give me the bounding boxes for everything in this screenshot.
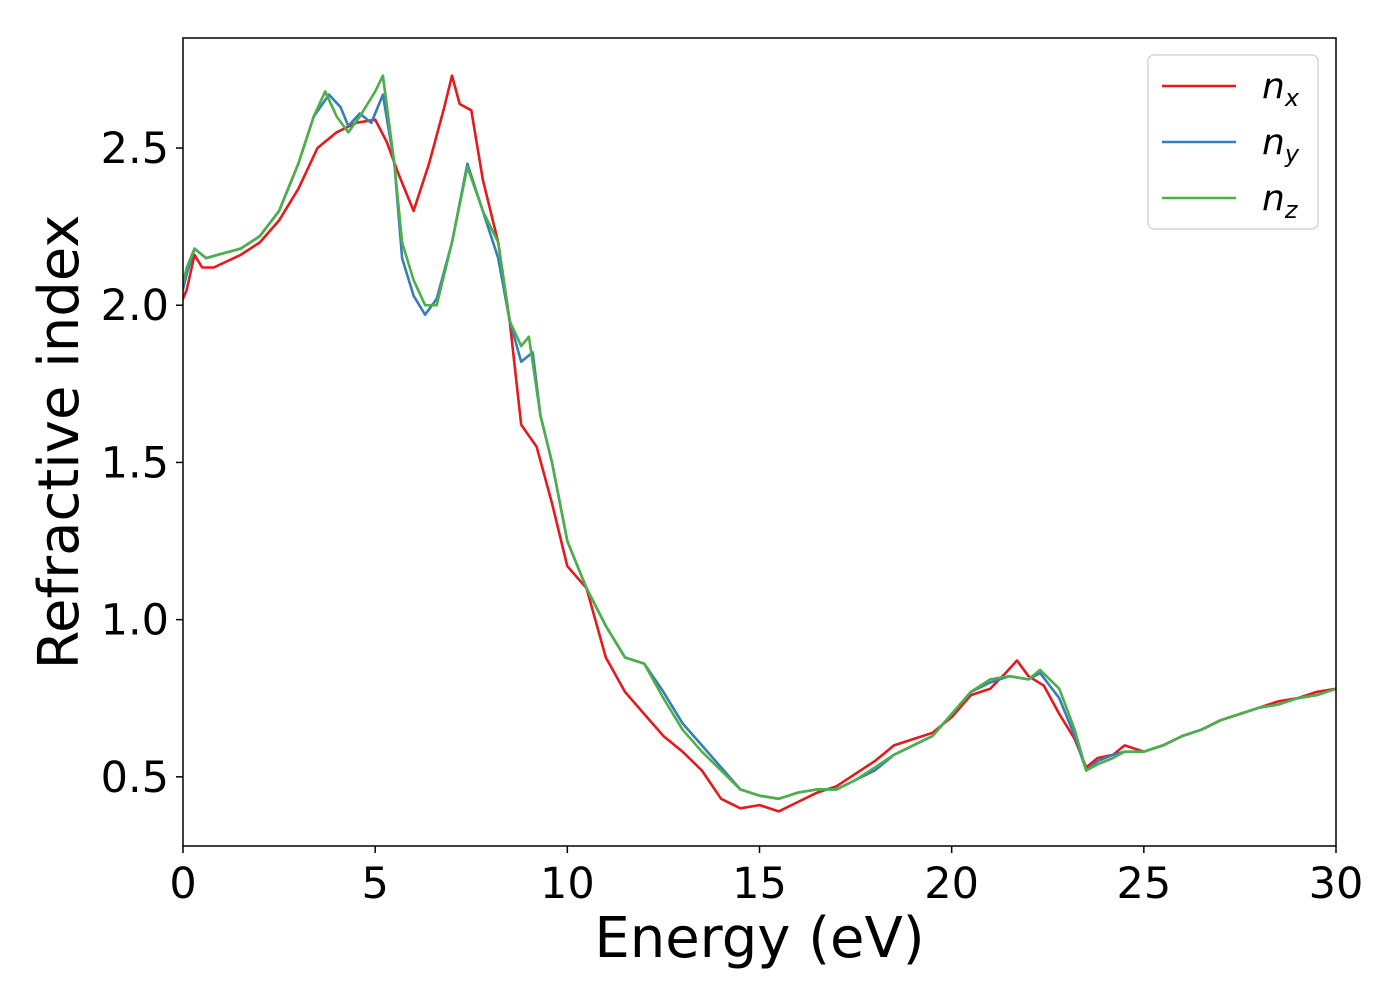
y-axis: 0.5 1.0 1.5 2.0 2.5 <box>101 124 183 803</box>
x-tick-label: 5 <box>361 859 388 909</box>
legend-entry-nz: nz <box>1262 178 1299 224</box>
legend-entry-nx: nx <box>1262 66 1300 112</box>
x-tick-label: 30 <box>1309 859 1364 909</box>
legend: nx ny nz <box>1147 54 1319 230</box>
x-axis-label: Energy (eV) <box>594 906 924 971</box>
series-line-ny <box>183 93 1336 801</box>
series-line-nz <box>183 74 1336 801</box>
x-axis: 0 5 10 15 20 25 30 <box>169 846 1363 909</box>
series-layer <box>183 74 1336 813</box>
y-axis-label: Refractive index <box>27 215 92 670</box>
y-tick-label: 2.0 <box>101 281 169 331</box>
y-tick-label: 0.5 <box>101 753 169 803</box>
x-tick-label: 15 <box>732 859 787 909</box>
x-tick-label: 10 <box>540 859 595 909</box>
x-tick-label: 25 <box>1116 859 1171 909</box>
x-tick-label: 0 <box>169 859 196 909</box>
y-tick-label: 1.0 <box>101 596 169 646</box>
y-tick-label: 1.5 <box>101 438 169 488</box>
y-tick-label: 2.5 <box>101 124 169 174</box>
legend-entry-ny: ny <box>1262 122 1300 168</box>
x-tick-label: 20 <box>924 859 979 909</box>
